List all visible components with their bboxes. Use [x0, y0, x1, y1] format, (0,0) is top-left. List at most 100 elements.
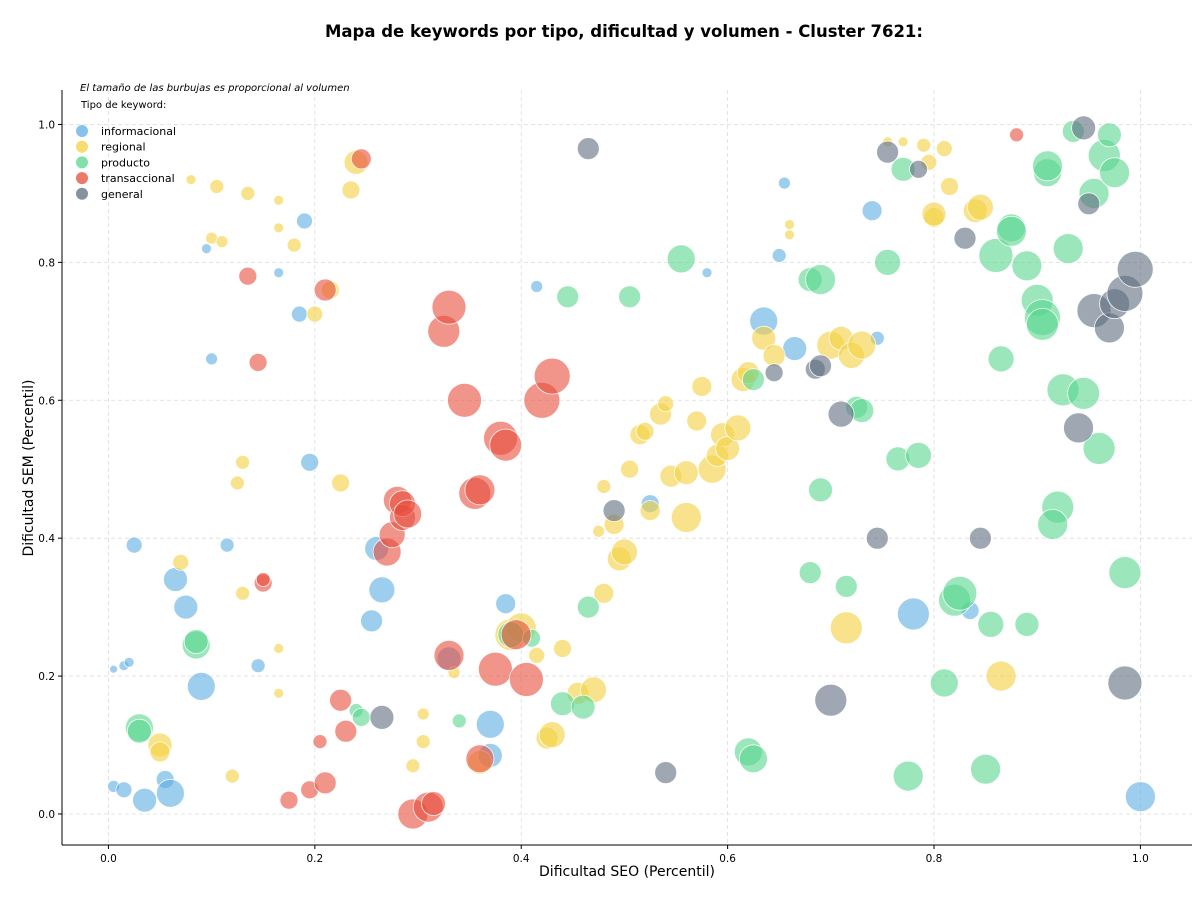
- bubble-regional: [224, 768, 240, 784]
- bubble-regional: [209, 179, 225, 194]
- legend-marker-informacional: [76, 125, 88, 137]
- bubble-transaccional: [464, 474, 496, 506]
- bubble-informacional: [360, 609, 384, 633]
- bubble-producto: [1011, 250, 1043, 282]
- y-tick-label: 0.6: [38, 395, 55, 407]
- bubble-producto: [987, 345, 1015, 373]
- bubble-producto: [905, 441, 932, 469]
- x-tick-label: 0.4: [513, 853, 530, 865]
- bubble-producto: [970, 753, 1001, 785]
- bubble-regional: [592, 524, 605, 538]
- bubble-regional: [306, 305, 324, 323]
- bubble-general: [1071, 115, 1096, 141]
- bubble-transaccional: [421, 791, 446, 816]
- bubble-informacional: [782, 336, 808, 362]
- bubble-regional: [967, 193, 994, 221]
- bubble-general: [876, 140, 899, 164]
- bubble-regional: [916, 137, 932, 153]
- bubble-general: [1077, 192, 1101, 216]
- bubble-informacional: [495, 593, 517, 615]
- series-transaccional: [238, 127, 1024, 830]
- bubble-informacional: [201, 243, 212, 255]
- y-tick-label: 0.2: [38, 671, 55, 683]
- bubble-regional: [715, 436, 740, 461]
- bubble-producto: [996, 215, 1027, 247]
- bubble-producto: [942, 575, 978, 611]
- legend-label-general: general: [101, 188, 143, 201]
- bubble-general: [1063, 412, 1094, 444]
- y-axis-label: Dificultad SEM (Percentil): [21, 380, 37, 557]
- bubble-general: [827, 400, 855, 428]
- bubble-regional: [273, 222, 285, 234]
- bubble-regional: [273, 194, 285, 206]
- bubble-transaccional: [447, 382, 482, 418]
- bubble-regional: [611, 538, 638, 566]
- y-tick-label: 0.0: [38, 809, 55, 821]
- bubble-producto: [570, 694, 596, 720]
- bubble-producto: [666, 244, 696, 274]
- bubble-regional: [553, 639, 572, 658]
- legend: informacional regional producto transaccion…: [76, 125, 176, 201]
- bubble-size-note: El tamaño de las burbujas es proporciona…: [80, 83, 350, 94]
- bubble-producto: [576, 595, 600, 619]
- legend-marker-general: [76, 187, 88, 200]
- bubble-transaccional: [238, 266, 258, 286]
- bubble-informacional: [219, 537, 235, 553]
- bubble-informacional: [155, 778, 185, 808]
- bubble-general: [969, 526, 992, 550]
- bubble-regional: [673, 460, 699, 486]
- bubble-regional: [341, 180, 361, 200]
- bubble-regional: [784, 219, 795, 230]
- bubble-general: [764, 363, 784, 383]
- bubble-producto: [978, 238, 1014, 273]
- x-tick-label: 1.0: [1132, 853, 1149, 865]
- bubble-transaccional: [500, 619, 532, 651]
- bubble-producto: [874, 248, 901, 276]
- bubble-transaccional: [431, 289, 467, 325]
- bubble-informacional: [475, 709, 505, 739]
- bubble-producto: [805, 264, 836, 296]
- bubble-regional: [724, 414, 752, 442]
- bubble-informacional: [296, 212, 313, 230]
- bubble-informacional: [897, 597, 930, 631]
- bubble-regional: [691, 376, 713, 397]
- chart-title: Mapa de keywords por tipo, dificultad y …: [325, 22, 923, 41]
- bubble-regional: [149, 741, 171, 763]
- bubble-transaccional: [477, 651, 513, 687]
- bubble-informacional: [530, 280, 544, 293]
- bubble-producto: [929, 668, 959, 698]
- bubble-informacional: [861, 200, 883, 222]
- bubble-transaccional: [509, 662, 544, 697]
- bubbles-layer: [107, 115, 1156, 830]
- legend-label-regional: regional: [101, 141, 146, 154]
- bubble-transaccional: [312, 734, 328, 749]
- x-tick-label: 0.0: [100, 853, 117, 865]
- series-general: [369, 115, 1154, 784]
- legend-marker-producto: [76, 156, 88, 169]
- bubble-informacional: [368, 576, 396, 604]
- bubble-regional: [829, 611, 863, 645]
- x-axis-label: Dificultad SEO (Percentil): [539, 864, 715, 880]
- legend-label-informacional: informacional: [101, 125, 176, 138]
- bubble-regional: [686, 410, 708, 432]
- bubble-regional: [235, 585, 251, 601]
- bubble-informacional: [290, 305, 308, 323]
- bubble-producto: [550, 691, 575, 717]
- legend-marker-transaccional: [76, 172, 88, 185]
- bubble-producto: [742, 368, 765, 392]
- bubble-producto: [739, 744, 768, 774]
- bubble-transaccional: [255, 572, 271, 587]
- legend-label-producto: producto: [101, 156, 150, 169]
- bubble-regional: [528, 647, 546, 664]
- bubble-informacional: [1125, 781, 1156, 813]
- bubble-informacional: [125, 536, 143, 554]
- bubble-general: [909, 159, 928, 179]
- bubble-informacional: [701, 267, 713, 279]
- bubble-producto: [1108, 556, 1142, 589]
- bubble-general: [809, 354, 832, 378]
- bubble-informacional: [771, 248, 787, 263]
- bubble-producto: [1067, 376, 1100, 410]
- bubble-regional: [593, 582, 615, 604]
- bubble-producto: [1026, 307, 1059, 341]
